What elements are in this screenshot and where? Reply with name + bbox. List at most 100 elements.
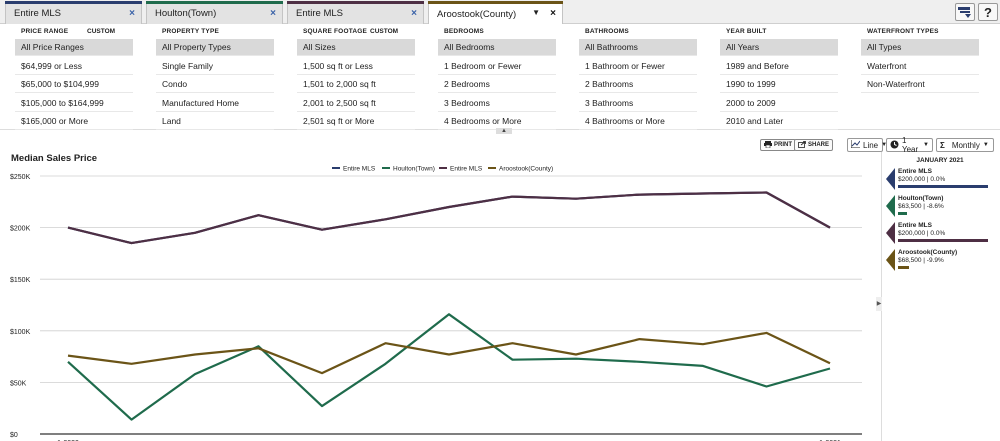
filter-option[interactable]: Waterfront [861,58,979,75]
tab-label: Entire MLS [14,8,61,19]
chevron-down-icon[interactable]: ▼ [532,8,540,17]
filter-option[interactable]: 2010 and Later [720,113,838,130]
chart-type-select[interactable]: Line ▼ [847,138,887,152]
filter-option[interactable]: $65,000 to $104,999 [15,76,133,93]
tab-label: Aroostook(County) [437,8,517,20]
tab-label: Houlton(Town) [155,8,217,19]
filter-option[interactable]: Single Family [156,58,274,75]
legend-flag-icon [886,222,895,244]
legend-item[interactable]: Aroostook(County) $68,500 | -9.9% [886,249,992,273]
close-icon[interactable]: × [550,8,556,19]
filter-option[interactable]: All Bathrooms [579,39,697,56]
filter-option[interactable]: 1,501 to 2,000 sq ft [297,76,415,93]
chart-type-label: Line [863,140,879,150]
filter-option[interactable]: 2 Bedrooms [438,76,556,93]
legend-name: Aroostook(County) [898,249,958,256]
filter-header: YEAR BUILT [726,28,767,35]
legend-value: $68,500 | -9.9% [898,257,944,264]
filter-option[interactable]: 1989 and Before [720,58,838,75]
filter-option[interactable]: Non-Waterfront [861,76,979,93]
legend-entry: Entire MLS [450,166,483,173]
custom-range-link[interactable]: CUSTOM [370,28,399,35]
legend-item[interactable]: Entire MLS $200,000 | 0.0% [886,222,992,246]
printer-icon [764,140,772,150]
legend-name: Houlton(Town) [898,195,944,202]
legend-month: JANUARY 2021 [916,157,964,164]
share-icon [798,140,806,150]
legend-item[interactable]: Houlton(Town) $63,500 | -8.6% [886,195,992,219]
collapse-sidebar-handle[interactable]: ▶ [876,297,882,311]
filter-option[interactable]: $165,000 or More [15,113,133,130]
legend-item[interactable]: Entire MLS $200,000 | 0.0% [886,168,992,192]
filter-option[interactable]: 1990 to 1999 [720,76,838,93]
legend-value-bar [898,212,907,215]
filter-option[interactable]: $105,000 to $164,999 [15,95,133,112]
y-tick-label: $50K [10,380,27,387]
filter-option[interactable]: 3 Bedrooms [438,95,556,112]
filter-option[interactable]: 1 Bathroom or Fewer [579,58,697,75]
help-icon[interactable]: ? [978,3,998,21]
custom-range-link[interactable]: CUSTOM [87,28,116,35]
legend-value-bar [898,185,988,188]
legend-entry: Entire MLS [343,166,376,173]
line-chart-icon [850,140,861,150]
filter-option[interactable]: 2000 to 2009 [720,95,838,112]
y-tick-label: $250K [10,174,31,181]
filter-option[interactable]: All Types [861,39,979,56]
chevron-down-icon: ▼ [881,142,888,148]
filter-option[interactable]: 2,501 sq ft or More [297,113,415,130]
frequency-label: Monthly [951,140,980,150]
filter-option[interactable]: 1,500 sq ft or Less [297,58,415,75]
filter-header: BATHROOMS [585,28,629,35]
chart-title: Median Sales Price [11,153,98,164]
tab-entire-mls-1[interactable]: Entire MLS × [5,1,142,24]
series-line-aroostook-county- [67,331,831,375]
clock-icon [890,140,899,151]
series-line-houlton-town- [67,313,831,421]
print-button[interactable]: PRINT [760,139,796,151]
filter-option[interactable]: 1 Bedroom or Fewer [438,58,556,75]
tab-houlton-town[interactable]: Houlton(Town) × [146,1,283,24]
legend-value-bar [898,239,988,242]
close-icon[interactable]: × [411,8,417,19]
close-icon[interactable]: × [129,8,135,19]
filter-option[interactable]: Condo [156,76,274,93]
tab-color-stripe [287,1,424,4]
frequency-select[interactable]: Σ Monthly ▼ [936,138,994,152]
legend-value: $200,000 | 0.0% [898,176,946,183]
filter-header: PRICE RANGE [21,28,69,35]
period-select[interactable]: 1 Year ▼ [886,136,933,154]
collapse-filters-handle[interactable]: ▲ [496,128,512,134]
tab-aroostook-county[interactable]: Aroostook(County) ▼ × [428,1,563,25]
filter-option[interactable]: Land [156,113,274,130]
filter-option[interactable]: $64,999 or Less [15,58,133,75]
tab-label: Entire MLS [296,8,343,19]
filter-option[interactable]: 2 Bathrooms [579,76,697,93]
legend-name: Entire MLS [898,168,932,175]
sigma-icon: Σ [940,140,945,150]
filter-option[interactable]: All Property Types [156,39,274,56]
filter-option[interactable]: All Years [720,39,838,56]
filter-option[interactable]: Manufactured Home [156,95,274,112]
filter-option[interactable]: All Price Ranges [15,39,133,56]
tab-color-stripe [146,1,283,4]
filter-header: SQUARE FOOTAGE [303,28,368,35]
tab-color-stripe [428,1,563,4]
filter-option[interactable]: 2,001 to 2,500 sq ft [297,95,415,112]
filter-header: BEDROOMS [444,28,484,35]
close-icon[interactable]: × [270,8,276,19]
series-line-entire-mls [67,191,831,245]
y-tick-label: $100K [10,329,31,336]
legend-entry: Houlton(Town) [393,166,435,173]
share-button[interactable]: SHARE [794,139,834,151]
filter-option[interactable]: 3 Bathrooms [579,95,697,112]
tab-entire-mls-2[interactable]: Entire MLS × [287,1,424,24]
y-tick-label: $200K [10,226,31,233]
filter-icon[interactable] [955,3,975,21]
filter-option[interactable]: All Bedrooms [438,39,556,56]
filter-option[interactable]: 4 Bathrooms or More [579,113,697,130]
sidebar-divider [881,152,882,441]
legend-flag-icon [886,249,895,271]
y-tick-label: $0 [10,432,18,439]
filter-option[interactable]: All Sizes [297,39,415,56]
